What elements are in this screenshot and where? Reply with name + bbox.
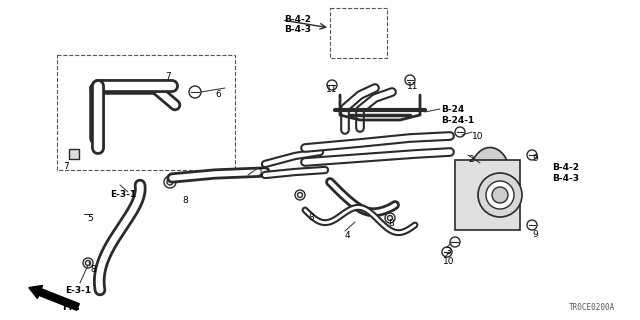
Circle shape bbox=[86, 260, 90, 266]
Text: B-4-2: B-4-2 bbox=[284, 15, 311, 24]
Polygon shape bbox=[455, 160, 520, 230]
Text: B-24: B-24 bbox=[441, 105, 464, 114]
Circle shape bbox=[295, 190, 305, 200]
Text: 9: 9 bbox=[532, 154, 538, 163]
Text: 3: 3 bbox=[445, 247, 451, 256]
Text: 11: 11 bbox=[326, 85, 337, 94]
Text: E-3-1: E-3-1 bbox=[65, 286, 91, 295]
Text: 10: 10 bbox=[443, 257, 454, 266]
Circle shape bbox=[164, 176, 176, 188]
Text: 6: 6 bbox=[215, 90, 221, 99]
Text: 5: 5 bbox=[87, 214, 93, 223]
Circle shape bbox=[527, 220, 537, 230]
Text: FR.: FR. bbox=[62, 302, 80, 312]
Circle shape bbox=[450, 237, 460, 247]
Text: 8: 8 bbox=[388, 219, 394, 228]
Circle shape bbox=[486, 181, 514, 209]
Text: B-4-3: B-4-3 bbox=[284, 25, 311, 34]
Text: 9: 9 bbox=[532, 230, 538, 239]
Circle shape bbox=[327, 80, 337, 90]
Circle shape bbox=[405, 75, 415, 85]
Circle shape bbox=[189, 86, 201, 98]
Text: 7: 7 bbox=[165, 72, 171, 81]
Circle shape bbox=[455, 127, 465, 137]
Text: 2: 2 bbox=[468, 155, 474, 164]
Text: TR0CE0200A: TR0CE0200A bbox=[569, 303, 615, 312]
Circle shape bbox=[83, 258, 93, 268]
Circle shape bbox=[492, 187, 508, 203]
Text: 4: 4 bbox=[345, 231, 351, 240]
Text: 1: 1 bbox=[258, 168, 264, 177]
Circle shape bbox=[478, 173, 522, 217]
Text: E-3-1: E-3-1 bbox=[110, 190, 136, 199]
Text: 7: 7 bbox=[63, 162, 68, 171]
Circle shape bbox=[298, 193, 303, 197]
Circle shape bbox=[527, 150, 537, 160]
Text: 8: 8 bbox=[90, 265, 96, 274]
Text: B-24-1: B-24-1 bbox=[441, 116, 474, 125]
Text: B-4-2: B-4-2 bbox=[552, 163, 579, 172]
Ellipse shape bbox=[470, 148, 510, 203]
Text: 11: 11 bbox=[407, 82, 419, 91]
Circle shape bbox=[387, 215, 392, 220]
Bar bbox=[69, 149, 79, 159]
Bar bbox=[330, 8, 387, 58]
Circle shape bbox=[167, 179, 173, 185]
Text: B-4-3: B-4-3 bbox=[552, 174, 579, 183]
Text: 8: 8 bbox=[308, 213, 314, 222]
Text: 10: 10 bbox=[472, 132, 483, 141]
Circle shape bbox=[442, 247, 452, 257]
Text: 8: 8 bbox=[182, 196, 188, 205]
Bar bbox=[57, 55, 235, 170]
FancyArrow shape bbox=[29, 285, 79, 310]
Circle shape bbox=[385, 213, 395, 223]
